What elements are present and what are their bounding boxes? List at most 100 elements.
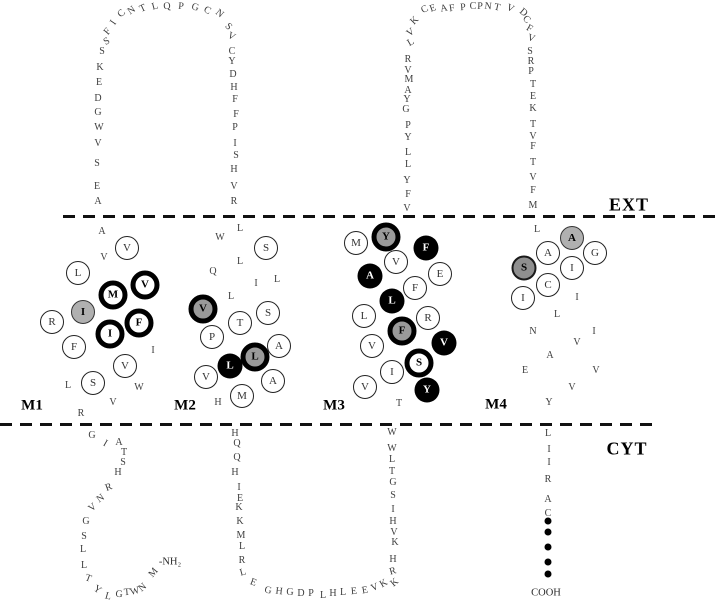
residue-circle-grayring: V: [188, 294, 218, 324]
residue-letter-m4: V: [592, 365, 600, 376]
residue-letter-ext-loop-middle: P: [528, 66, 534, 77]
ext-membrane-boundary-line: [63, 215, 718, 218]
residue-letter-m1: A: [98, 226, 106, 237]
residue-circle-black: Y: [414, 377, 440, 403]
cyt-region-label: CYT: [606, 438, 648, 459]
residue-letter-cyt-loop-middle: K: [391, 537, 399, 548]
residue-letter-m2: W: [215, 232, 225, 243]
residue-letter-m2: Q: [209, 266, 217, 277]
residue-letter-cyt-loop-left: N: [94, 492, 107, 506]
segment-label-m1: M1: [21, 397, 43, 414]
residue-letter-cyt-loop-middle: Q: [233, 438, 241, 449]
residue-letter-m4: I: [575, 292, 579, 303]
residue-letter-ext-loop-middle: M: [404, 74, 414, 85]
residue-letter-m2: H: [214, 397, 222, 408]
residue-letter-cyt-loop-left: M: [146, 565, 161, 580]
residue-letter-ext-loop-middle: L: [404, 159, 412, 170]
residue-letter-m1: R: [77, 408, 85, 419]
residue-letter-ext-loop-left: S: [233, 150, 239, 161]
residue-letter-ext-loop-middle: R: [404, 54, 412, 65]
residue-letter-ext-loop-left: E: [95, 77, 103, 88]
residue-letter-c-terminal-tail: C: [544, 508, 552, 519]
residue-circle-plain: V: [113, 354, 137, 378]
residue-letter-ext-loop-middle: T: [492, 1, 502, 14]
residue-letter-cyt-loop-middle: L: [238, 566, 248, 579]
residue-letter-c-terminal-tail: R: [544, 474, 552, 485]
residue-letter-ext-loop-middle: P: [477, 0, 483, 13]
residue-letter-cyt-loop-middle: K: [235, 502, 243, 513]
residue-circle-plain: I: [511, 286, 535, 310]
residue-letter-m1: W: [134, 382, 144, 393]
residue-letter-cyt-loop-middle: L: [319, 590, 327, 601]
residue-letter-cyt-loop-left: T: [83, 572, 93, 585]
residue-letter-cyt-loop-left: H: [114, 467, 122, 478]
residue-letter-ext-loop-middle: T: [529, 157, 537, 168]
residue-letter-cyt-loop-middle: W: [387, 427, 397, 438]
residue-letter-cyt-loop-left: I: [101, 437, 110, 450]
residue-letter-m4: V: [573, 337, 581, 348]
residue-circle-ring: V: [130, 270, 160, 300]
residue-letter-m4: I: [592, 326, 596, 337]
tail-continuation-dot: [544, 558, 552, 566]
residue-letter-c-terminal-tail: I: [547, 457, 551, 468]
tail-continuation-dot: [544, 543, 552, 551]
residue-letter-m2: L: [236, 223, 244, 234]
residue-letter-ext-loop-middle: P: [459, 1, 467, 14]
residue-letter-ext-loop-left: C: [201, 4, 213, 17]
residue-letter-ext-loop-middle: V: [529, 172, 537, 183]
segment-label-m4: M4: [485, 396, 507, 413]
residue-circle-plain: V: [384, 250, 408, 274]
residue-circle-gray: I: [71, 300, 95, 324]
residue-circle-plain: A: [536, 241, 560, 265]
residue-letter-cyt-loop-middle: R: [238, 555, 246, 566]
residue-letter-cyt-loop-middle: H: [389, 516, 397, 527]
residue-circle-grayring: F: [387, 316, 417, 346]
residue-letter-cyt-loop-middle: G: [286, 587, 294, 598]
residue-letter-ext-loop-left: P: [177, 0, 185, 13]
residue-letter-m4: L: [533, 224, 541, 235]
residue-letter-ext-loop-middle: P: [405, 120, 411, 131]
residue-letter-ext-loop-left: H: [230, 164, 238, 175]
residue-letter-ext-loop-middle: G: [402, 104, 410, 115]
residue-letter-c-terminal-tail: L: [544, 428, 552, 439]
residue-letter-ext-loop-middle: K: [408, 14, 422, 28]
residue-letter-m1: L: [64, 380, 72, 391]
residue-letter-cyt-loop-left: R: [103, 481, 114, 494]
residue-letter-ext-loop-left: N: [213, 7, 226, 21]
residue-letter-ext-loop-middle: E: [529, 91, 537, 102]
residue-letter-m2: L: [227, 291, 235, 302]
residue-circle-plain: E: [428, 262, 452, 286]
residue-circle-plain: P: [200, 325, 224, 349]
cooh-terminus-label: COOH: [531, 587, 561, 599]
residue-letter-ext-loop-middle: V: [404, 65, 412, 76]
residue-letter-ext-loop-left: T: [137, 2, 148, 15]
residue-circle-plain: I: [560, 256, 584, 280]
residue-letter-ext-loop-middle: M: [528, 200, 538, 211]
residue-circle-grayring: L: [240, 342, 270, 372]
residue-circle-plain: L: [352, 304, 376, 328]
residue-letter-ext-loop-left: L: [150, 0, 160, 13]
residue-circle-plain: V: [194, 365, 218, 389]
residue-letter-ext-loop-middle: T: [529, 119, 537, 130]
residue-letter-ext-loop-left: F: [233, 109, 239, 120]
residue-letter-cyt-loop-left: G: [114, 588, 124, 601]
residue-letter-ext-loop-middle: V: [529, 131, 537, 142]
residue-letter-ext-loop-left: S: [99, 46, 105, 57]
residue-circle-ring: S: [404, 348, 434, 378]
tail-continuation-dot: [544, 570, 552, 578]
residue-letter-ext-loop-left: Q: [162, 0, 172, 13]
residue-circle-black: L: [217, 353, 243, 379]
residue-letter-cyt-loop-middle: E: [360, 584, 369, 597]
residue-letter-m2: L: [273, 274, 281, 285]
segment-label-m2: M2: [174, 397, 196, 414]
residue-letter-ext-loop-left: I: [108, 18, 120, 28]
residue-letter-ext-loop-left: H: [230, 82, 238, 93]
residue-circle-plain: V: [115, 236, 139, 260]
residue-circle-black: V: [431, 330, 457, 356]
residue-letter-cyt-loop-middle: H: [329, 588, 337, 599]
residue-letter-ext-loop-left: A: [94, 196, 102, 207]
residue-letter-cyt-loop-middle: H: [231, 467, 239, 478]
residue-letter-m4: N: [529, 326, 537, 337]
residue-letter-ext-loop-middle: C: [469, 1, 477, 12]
residue-circle-plain: T: [228, 311, 252, 335]
